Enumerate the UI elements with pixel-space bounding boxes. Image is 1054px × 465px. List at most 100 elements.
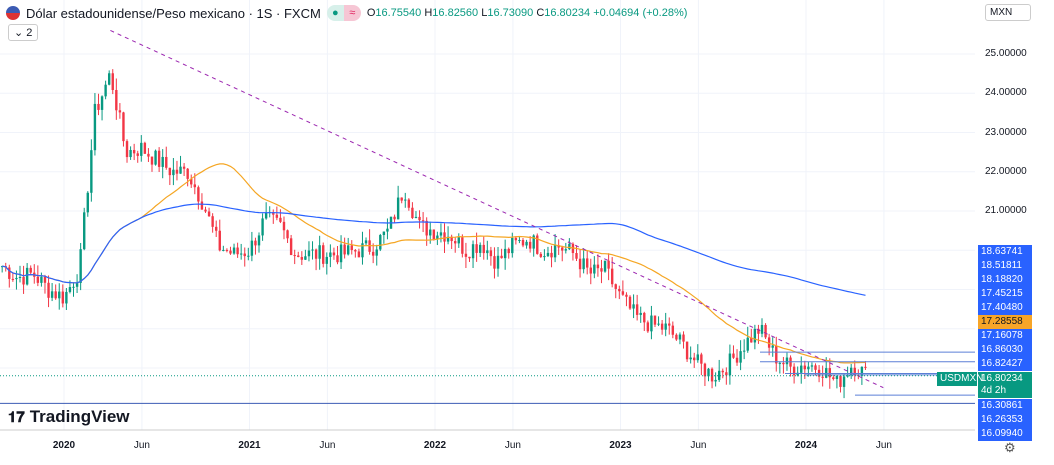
symbol-title[interactable]: Dólar estadounidense/Peso mexicano · 1S … (26, 5, 321, 21)
candle (446, 236, 450, 242)
candle (25, 267, 29, 285)
candle (739, 351, 742, 363)
candle (514, 237, 518, 241)
candle (297, 255, 300, 257)
candle (143, 142, 147, 154)
candle (810, 365, 814, 367)
candle (746, 337, 749, 351)
candle (436, 235, 439, 240)
candle (753, 328, 757, 343)
candle (507, 248, 510, 254)
x-tick: 2023 (609, 440, 632, 451)
candle (550, 252, 553, 258)
candle (215, 226, 218, 231)
candle (11, 278, 15, 280)
candle (350, 245, 353, 251)
candle (58, 291, 61, 299)
candle (307, 250, 311, 257)
candle (561, 247, 564, 251)
price-label: 18.63741 (978, 245, 1032, 259)
candle (782, 362, 785, 365)
candle (318, 245, 321, 259)
candle (414, 216, 418, 218)
candle (375, 249, 378, 256)
price-label: 17.45215 (978, 287, 1032, 301)
candle (157, 150, 161, 167)
candle (589, 267, 592, 274)
candle (593, 264, 596, 274)
candle (625, 294, 628, 297)
candle (65, 291, 68, 304)
candle (429, 229, 432, 236)
candle (757, 328, 760, 334)
candle (354, 250, 357, 252)
candle (682, 334, 685, 342)
candle (418, 216, 421, 221)
candle (346, 245, 350, 255)
candle (336, 255, 339, 263)
candle (643, 312, 646, 323)
candle (503, 248, 507, 259)
candle (261, 218, 264, 236)
candle (521, 239, 525, 246)
candle (771, 345, 774, 348)
candle (393, 216, 396, 220)
candle (471, 244, 475, 259)
candle (511, 237, 514, 254)
tradingview-logo[interactable]: 𝟏𝟕 TradingView (8, 407, 130, 426)
candle (118, 110, 122, 113)
price-label: 18.18820 (978, 273, 1032, 287)
candle (421, 220, 425, 222)
candle (207, 211, 211, 217)
countdown: 4d 2h (981, 385, 1007, 396)
candle (707, 368, 710, 377)
candle (154, 150, 157, 165)
market-open-icon: ● (326, 5, 344, 21)
candle (586, 258, 589, 268)
candle (814, 365, 817, 370)
candle (83, 212, 86, 250)
currency-selector[interactable]: MXN (985, 4, 1031, 21)
candle (678, 334, 682, 340)
candle (300, 256, 304, 260)
candle (282, 221, 286, 231)
candle (179, 166, 182, 174)
candle (450, 236, 453, 242)
candle (660, 323, 664, 330)
candle (839, 375, 842, 387)
x-tick: Jun (690, 440, 707, 451)
indicators-toggle[interactable]: ⌄ 2 (8, 24, 39, 41)
candle (172, 169, 175, 176)
candle (250, 240, 254, 256)
current-price: 16.80234 (981, 373, 1023, 384)
candle (18, 276, 22, 278)
x-tick: 2024 (794, 440, 818, 451)
candle (72, 286, 75, 288)
candle (764, 324, 767, 338)
candle (767, 337, 771, 348)
candle (575, 253, 578, 259)
delayed-data-icon: ≈ (343, 5, 361, 21)
candle (211, 216, 214, 227)
candle (710, 368, 714, 382)
candle (439, 232, 443, 236)
candle (107, 73, 111, 85)
price-label: 16.30861 (978, 399, 1032, 413)
market-status[interactable]: ● ≈ (326, 5, 361, 21)
candle (197, 187, 200, 202)
candle (54, 291, 57, 299)
candle (650, 315, 653, 332)
settings-icon[interactable]: ⚙ (1004, 440, 1016, 455)
candle (735, 357, 739, 363)
candle (407, 199, 411, 208)
candle (79, 249, 82, 283)
candle (796, 372, 799, 376)
x-tick: Jun (504, 440, 521, 451)
candle (582, 258, 585, 270)
candle (714, 379, 717, 382)
candle (468, 256, 471, 259)
candle (100, 96, 104, 110)
candle (657, 323, 660, 325)
candle (689, 357, 692, 360)
